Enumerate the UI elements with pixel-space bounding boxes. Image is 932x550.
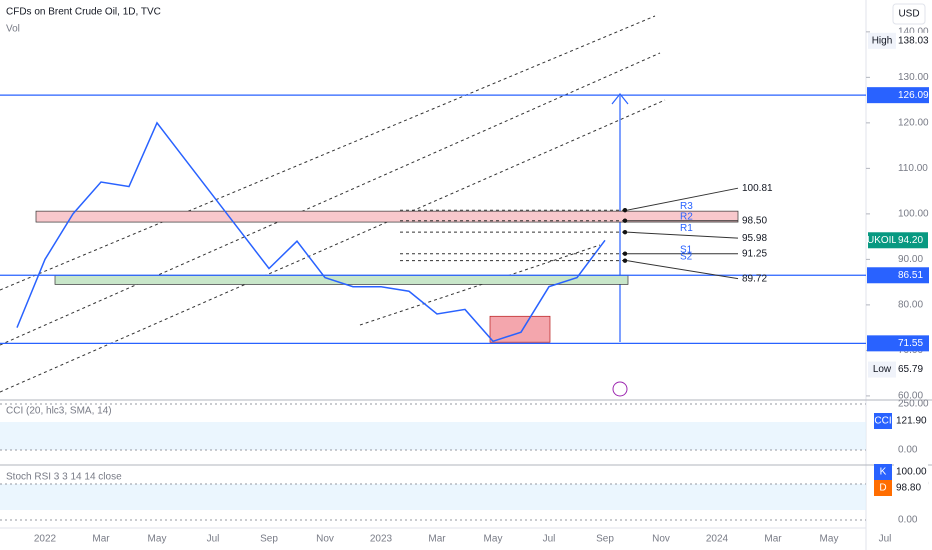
y-tick-label: 120.00: [898, 118, 929, 129]
cci-band: [0, 422, 866, 450]
pivot-name: S1: [680, 244, 693, 255]
zone: [35, 210, 739, 223]
chart-title: CFDs on Brent Crude Oil, 1D, TVC: [6, 7, 161, 18]
x-tick-label: Mar: [92, 534, 110, 545]
y-tick-label: 100.00: [898, 209, 929, 220]
price-tag-label: 71.55: [898, 338, 923, 349]
tag-name: High: [872, 35, 893, 46]
y-tick-label: 60.00: [898, 391, 923, 402]
osc-name-box: [874, 413, 892, 429]
osc-name-box: [874, 464, 892, 480]
pivot-leader: [626, 231, 739, 239]
pivot-value: 95.98: [742, 233, 767, 244]
tag-value: 94.20: [898, 235, 923, 246]
event-icon: [612, 381, 628, 397]
tag-name-box: [868, 361, 896, 378]
pivot-dot: [622, 258, 628, 263]
x-tick-label: Mar: [764, 534, 782, 545]
y-tick-label: 130.00: [898, 72, 929, 83]
x-tick-label: 2023: [370, 534, 393, 545]
osc-name: D: [879, 483, 886, 494]
x-tick-label: Sep: [260, 534, 278, 545]
x-tick-label: Jul: [879, 534, 892, 545]
stoch-title: Stoch RSI 3 3 14 14 close: [6, 472, 122, 483]
x-tick-label: 2022: [34, 534, 57, 545]
zone: [489, 315, 551, 343]
x-tick-label: Jul: [207, 534, 220, 545]
x-tick-label: May: [148, 534, 167, 545]
cci-title: CCI (20, hlc3, SMA, 14): [6, 406, 112, 417]
osc-value: 98.80: [896, 483, 921, 494]
pivot-dot: [622, 207, 628, 213]
currency-label: USD: [898, 9, 919, 20]
price-tag: [867, 267, 929, 284]
tag-value: 138.03: [898, 35, 929, 46]
osc-value: 100.00: [896, 467, 927, 478]
pivot-name: R3: [680, 201, 693, 212]
osc-value-box: [894, 413, 928, 429]
osc-value-box: [894, 464, 928, 480]
x-tick-label: Mar: [428, 534, 446, 545]
osc-value-box: [894, 480, 928, 496]
pivot-leader: [626, 260, 739, 280]
x-tick-label: Nov: [652, 534, 670, 545]
pivot-name: R1: [680, 223, 693, 234]
tag-name-box: [868, 32, 896, 49]
osc-name: K: [880, 467, 887, 478]
osc-tick-label: 0.00: [898, 515, 918, 526]
tag-value-box: [896, 232, 928, 249]
pivot-name: S2: [680, 251, 693, 262]
y-tick-label: 80.00: [898, 300, 923, 311]
osc-tick-label: 250.00: [898, 399, 929, 410]
price-tag: [867, 335, 929, 352]
tag-value-box: [896, 32, 928, 49]
osc-tick-label: 0.00: [898, 445, 918, 456]
tag-name: UKOIL: [867, 235, 897, 246]
osc-name: CCI: [874, 416, 891, 427]
tag-value-box: [896, 361, 928, 378]
pivot-value: 98.50: [742, 215, 767, 226]
pivot-value: 91.25: [742, 248, 767, 259]
x-tick-label: 2024: [706, 534, 729, 545]
osc-value: 121.90: [896, 416, 927, 427]
pivot-dot: [622, 218, 628, 223]
y-tick-label: 140.00: [898, 26, 929, 37]
pivot-dot: [622, 251, 628, 256]
price-tag-label: 86.51: [898, 270, 923, 281]
osc-name-box: [874, 480, 892, 496]
volume-label: Vol: [6, 24, 20, 35]
x-tick-label: May: [484, 534, 503, 545]
pivot-leader: [626, 187, 739, 211]
y-tick-label: 110.00: [898, 163, 928, 174]
pivot-value: 100.81: [742, 183, 773, 194]
y-tick-label: 90.00: [898, 254, 923, 265]
tag-value: 65.79: [898, 364, 923, 375]
pivot-value: 89.72: [742, 273, 767, 284]
tag-name: Low: [873, 364, 892, 375]
pivot-dot: [622, 229, 628, 235]
x-tick-label: Jul: [543, 534, 556, 545]
x-tick-label: Nov: [316, 534, 334, 545]
x-tick-label: Sep: [596, 534, 614, 545]
pivot-name: R2: [680, 211, 693, 222]
price-tag: [867, 87, 929, 104]
tag-name-box: [868, 232, 896, 249]
price-line: [16, 121, 606, 343]
stoch-band: [0, 484, 866, 510]
x-tick-label: May: [820, 534, 839, 545]
currency-button[interactable]: [892, 3, 926, 25]
price-tag-label: 126.09: [898, 90, 929, 101]
